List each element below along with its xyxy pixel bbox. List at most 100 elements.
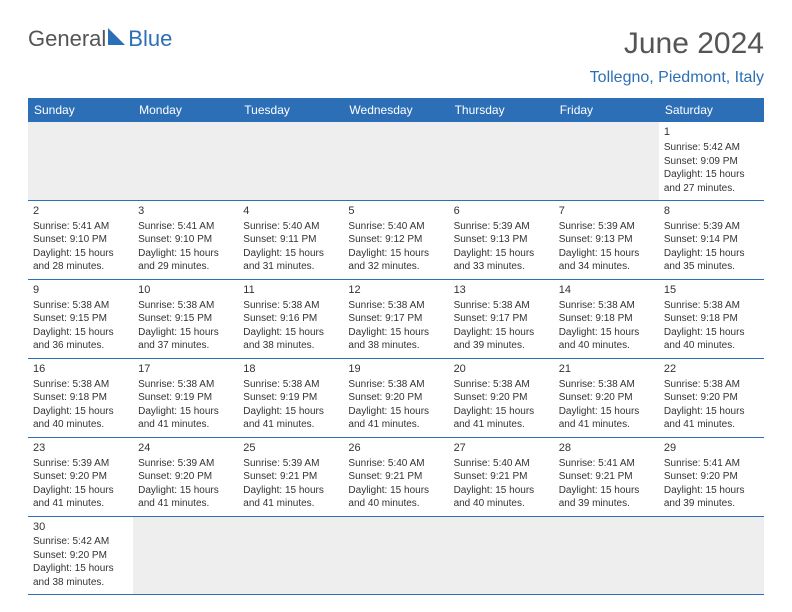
- sunset-text: Sunset: 9:10 PM: [138, 233, 233, 247]
- sunrise-text: Sunrise: 5:40 AM: [348, 457, 443, 471]
- month-title: June 2024: [590, 24, 764, 65]
- day-number: 9: [33, 283, 128, 298]
- sunset-text: Sunset: 9:21 PM: [243, 470, 338, 484]
- sunset-text: Sunset: 9:18 PM: [664, 312, 759, 326]
- sunset-text: Sunset: 9:15 PM: [138, 312, 233, 326]
- sunset-text: Sunset: 9:20 PM: [33, 549, 128, 563]
- day-number: 23: [33, 441, 128, 456]
- calendar-row: 2Sunrise: 5:41 AMSunset: 9:10 PMDaylight…: [28, 201, 764, 280]
- sunrise-text: Sunrise: 5:39 AM: [33, 457, 128, 471]
- day-number: 8: [664, 204, 759, 219]
- sunrise-text: Sunrise: 5:38 AM: [454, 299, 549, 313]
- calendar-cell: 18Sunrise: 5:38 AMSunset: 9:19 PMDayligh…: [238, 358, 343, 437]
- calendar-cell: [28, 122, 133, 200]
- sunset-text: Sunset: 9:10 PM: [33, 233, 128, 247]
- day-number: 12: [348, 283, 443, 298]
- day1-text: Daylight: 15 hours: [454, 405, 549, 419]
- calendar-cell: [238, 122, 343, 200]
- day-header: Thursday: [449, 98, 554, 122]
- day1-text: Daylight: 15 hours: [559, 326, 654, 340]
- day2-text: and 39 minutes.: [454, 339, 549, 353]
- sunrise-text: Sunrise: 5:38 AM: [348, 299, 443, 313]
- calendar-cell: 5Sunrise: 5:40 AMSunset: 9:12 PMDaylight…: [343, 201, 448, 280]
- sunset-text: Sunset: 9:20 PM: [664, 470, 759, 484]
- day-number: 4: [243, 204, 338, 219]
- calendar-cell: 10Sunrise: 5:38 AMSunset: 9:15 PMDayligh…: [133, 279, 238, 358]
- sunset-text: Sunset: 9:09 PM: [664, 155, 759, 169]
- day2-text: and 40 minutes.: [454, 497, 549, 511]
- calendar-cell: 30Sunrise: 5:42 AMSunset: 9:20 PMDayligh…: [28, 516, 133, 595]
- calendar-cell: 1Sunrise: 5:42 AMSunset: 9:09 PMDaylight…: [659, 122, 764, 200]
- header: General Blue June 2024 Tollegno, Piedmon…: [28, 24, 764, 88]
- day-number: 21: [559, 362, 654, 377]
- location: Tollegno, Piedmont, Italy: [590, 67, 764, 89]
- sunrise-text: Sunrise: 5:38 AM: [243, 378, 338, 392]
- sunset-text: Sunset: 9:11 PM: [243, 233, 338, 247]
- calendar-cell: [554, 122, 659, 200]
- day2-text: and 41 minutes.: [664, 418, 759, 432]
- day-number: 3: [138, 204, 233, 219]
- sunset-text: Sunset: 9:21 PM: [348, 470, 443, 484]
- calendar-cell: [659, 516, 764, 595]
- day2-text: and 41 minutes.: [243, 497, 338, 511]
- calendar-cell: [449, 122, 554, 200]
- day2-text: and 36 minutes.: [33, 339, 128, 353]
- day-number: 27: [454, 441, 549, 456]
- day-number: 17: [138, 362, 233, 377]
- day2-text: and 40 minutes.: [664, 339, 759, 353]
- day2-text: and 32 minutes.: [348, 260, 443, 274]
- sunset-text: Sunset: 9:21 PM: [559, 470, 654, 484]
- sunrise-text: Sunrise: 5:39 AM: [454, 220, 549, 234]
- calendar-cell: 14Sunrise: 5:38 AMSunset: 9:18 PMDayligh…: [554, 279, 659, 358]
- sunrise-text: Sunrise: 5:38 AM: [33, 378, 128, 392]
- sunset-text: Sunset: 9:13 PM: [559, 233, 654, 247]
- day2-text: and 35 minutes.: [664, 260, 759, 274]
- day1-text: Daylight: 15 hours: [348, 405, 443, 419]
- day2-text: and 40 minutes.: [559, 339, 654, 353]
- day1-text: Daylight: 15 hours: [454, 247, 549, 261]
- calendar-cell: 4Sunrise: 5:40 AMSunset: 9:11 PMDaylight…: [238, 201, 343, 280]
- calendar-cell: [133, 122, 238, 200]
- calendar-cell: 24Sunrise: 5:39 AMSunset: 9:20 PMDayligh…: [133, 437, 238, 516]
- day1-text: Daylight: 15 hours: [243, 484, 338, 498]
- day2-text: and 39 minutes.: [559, 497, 654, 511]
- day2-text: and 33 minutes.: [454, 260, 549, 274]
- day2-text: and 41 minutes.: [138, 418, 233, 432]
- calendar-cell: 29Sunrise: 5:41 AMSunset: 9:20 PMDayligh…: [659, 437, 764, 516]
- day-header: Friday: [554, 98, 659, 122]
- calendar-cell: [238, 516, 343, 595]
- sunrise-text: Sunrise: 5:41 AM: [138, 220, 233, 234]
- sunset-text: Sunset: 9:13 PM: [454, 233, 549, 247]
- sunset-text: Sunset: 9:15 PM: [33, 312, 128, 326]
- day-number: 10: [138, 283, 233, 298]
- calendar-cell: 22Sunrise: 5:38 AMSunset: 9:20 PMDayligh…: [659, 358, 764, 437]
- sunrise-text: Sunrise: 5:41 AM: [33, 220, 128, 234]
- calendar-cell: 21Sunrise: 5:38 AMSunset: 9:20 PMDayligh…: [554, 358, 659, 437]
- calendar-cell: 25Sunrise: 5:39 AMSunset: 9:21 PMDayligh…: [238, 437, 343, 516]
- sunset-text: Sunset: 9:18 PM: [559, 312, 654, 326]
- day-number: 6: [454, 204, 549, 219]
- day-number: 25: [243, 441, 338, 456]
- day1-text: Daylight: 15 hours: [664, 326, 759, 340]
- day1-text: Daylight: 15 hours: [243, 247, 338, 261]
- day-number: 15: [664, 283, 759, 298]
- day2-text: and 38 minutes.: [33, 576, 128, 590]
- calendar-row: 9Sunrise: 5:38 AMSunset: 9:15 PMDaylight…: [28, 279, 764, 358]
- sunrise-text: Sunrise: 5:39 AM: [664, 220, 759, 234]
- sunrise-text: Sunrise: 5:38 AM: [454, 378, 549, 392]
- day1-text: Daylight: 15 hours: [454, 326, 549, 340]
- calendar-cell: 2Sunrise: 5:41 AMSunset: 9:10 PMDaylight…: [28, 201, 133, 280]
- sunrise-text: Sunrise: 5:39 AM: [138, 457, 233, 471]
- day1-text: Daylight: 15 hours: [664, 168, 759, 182]
- sunrise-text: Sunrise: 5:38 AM: [243, 299, 338, 313]
- day1-text: Daylight: 15 hours: [33, 326, 128, 340]
- sunrise-text: Sunrise: 5:38 AM: [138, 378, 233, 392]
- calendar-cell: 12Sunrise: 5:38 AMSunset: 9:17 PMDayligh…: [343, 279, 448, 358]
- calendar-cell: 7Sunrise: 5:39 AMSunset: 9:13 PMDaylight…: [554, 201, 659, 280]
- day2-text: and 37 minutes.: [138, 339, 233, 353]
- day2-text: and 38 minutes.: [348, 339, 443, 353]
- day1-text: Daylight: 15 hours: [33, 405, 128, 419]
- calendar-row: 1Sunrise: 5:42 AMSunset: 9:09 PMDaylight…: [28, 122, 764, 200]
- brand-part2: Blue: [128, 24, 172, 54]
- calendar-cell: 28Sunrise: 5:41 AMSunset: 9:21 PMDayligh…: [554, 437, 659, 516]
